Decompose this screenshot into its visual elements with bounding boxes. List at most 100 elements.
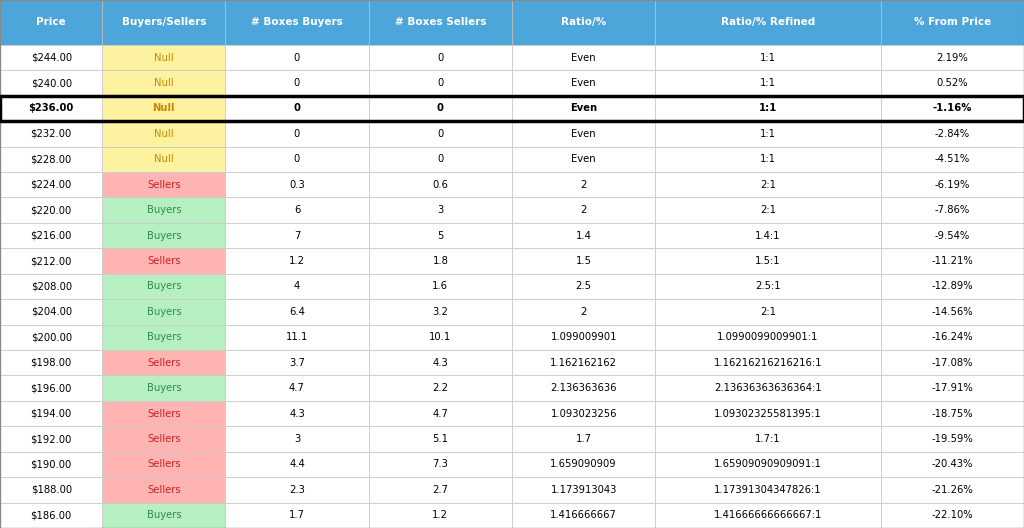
FancyBboxPatch shape (102, 350, 225, 375)
Text: Buyers: Buyers (146, 205, 181, 215)
Text: $228.00: $228.00 (31, 154, 72, 164)
Text: 2: 2 (581, 307, 587, 317)
FancyBboxPatch shape (655, 299, 881, 325)
FancyBboxPatch shape (881, 121, 1024, 147)
FancyBboxPatch shape (655, 248, 881, 274)
Text: $204.00: $204.00 (31, 307, 72, 317)
FancyBboxPatch shape (102, 96, 225, 121)
Text: 1:1: 1:1 (760, 53, 776, 63)
Text: Sellers: Sellers (147, 434, 180, 444)
Text: Buyers: Buyers (146, 510, 181, 520)
Text: Null: Null (154, 78, 174, 88)
FancyBboxPatch shape (225, 477, 369, 503)
Text: 0: 0 (437, 103, 443, 114)
FancyBboxPatch shape (512, 197, 655, 223)
FancyBboxPatch shape (655, 350, 881, 375)
Text: -20.43%: -20.43% (932, 459, 973, 469)
Text: 4.4: 4.4 (289, 459, 305, 469)
FancyBboxPatch shape (512, 299, 655, 325)
Text: Null: Null (154, 129, 174, 139)
FancyBboxPatch shape (102, 0, 225, 45)
FancyBboxPatch shape (102, 477, 225, 503)
FancyBboxPatch shape (881, 223, 1024, 248)
Text: 1.7:1: 1.7:1 (755, 434, 781, 444)
FancyBboxPatch shape (102, 45, 225, 70)
FancyBboxPatch shape (512, 172, 655, 197)
FancyBboxPatch shape (655, 503, 881, 528)
Text: 3.2: 3.2 (432, 307, 449, 317)
Text: 3: 3 (294, 434, 300, 444)
FancyBboxPatch shape (655, 96, 881, 121)
FancyBboxPatch shape (0, 121, 102, 147)
FancyBboxPatch shape (512, 401, 655, 426)
Text: -14.56%: -14.56% (932, 307, 973, 317)
FancyBboxPatch shape (0, 45, 102, 70)
FancyBboxPatch shape (225, 223, 369, 248)
Text: 2.3: 2.3 (289, 485, 305, 495)
FancyBboxPatch shape (881, 401, 1024, 426)
Text: -22.10%: -22.10% (932, 510, 973, 520)
Text: Null: Null (153, 103, 175, 114)
FancyBboxPatch shape (369, 197, 512, 223)
Text: 2.7: 2.7 (432, 485, 449, 495)
FancyBboxPatch shape (102, 299, 225, 325)
FancyBboxPatch shape (102, 70, 225, 96)
FancyBboxPatch shape (369, 0, 512, 45)
Text: -1.16%: -1.16% (933, 103, 972, 114)
FancyBboxPatch shape (655, 45, 881, 70)
Text: 2.136363636: 2.136363636 (551, 383, 616, 393)
Text: 10.1: 10.1 (429, 332, 452, 342)
Text: 1.16216216216216:1: 1.16216216216216:1 (714, 358, 822, 367)
Text: 1.5: 1.5 (575, 256, 592, 266)
FancyBboxPatch shape (225, 503, 369, 528)
Text: 1:1: 1:1 (760, 78, 776, 88)
FancyBboxPatch shape (655, 147, 881, 172)
FancyBboxPatch shape (369, 426, 512, 452)
FancyBboxPatch shape (102, 147, 225, 172)
Text: Ratio/%: Ratio/% (561, 17, 606, 27)
Text: $220.00: $220.00 (31, 205, 72, 215)
Text: -6.19%: -6.19% (935, 180, 970, 190)
FancyBboxPatch shape (369, 299, 512, 325)
Text: 2:1: 2:1 (760, 205, 776, 215)
FancyBboxPatch shape (369, 503, 512, 528)
FancyBboxPatch shape (369, 248, 512, 274)
FancyBboxPatch shape (881, 350, 1024, 375)
FancyBboxPatch shape (655, 223, 881, 248)
Text: 2:1: 2:1 (760, 180, 776, 190)
Text: $240.00: $240.00 (31, 78, 72, 88)
Text: 4: 4 (294, 281, 300, 291)
Text: 7.3: 7.3 (432, 459, 449, 469)
Text: 6.4: 6.4 (289, 307, 305, 317)
Text: Even: Even (571, 53, 596, 63)
Text: -12.89%: -12.89% (932, 281, 973, 291)
FancyBboxPatch shape (512, 96, 655, 121)
Text: 4.3: 4.3 (432, 358, 449, 367)
FancyBboxPatch shape (655, 197, 881, 223)
Text: Sellers: Sellers (147, 409, 180, 419)
FancyBboxPatch shape (881, 503, 1024, 528)
Text: 2.5:1: 2.5:1 (755, 281, 781, 291)
FancyBboxPatch shape (0, 248, 102, 274)
Text: 2.19%: 2.19% (936, 53, 969, 63)
Text: Buyers: Buyers (146, 281, 181, 291)
FancyBboxPatch shape (881, 426, 1024, 452)
FancyBboxPatch shape (225, 452, 369, 477)
Text: $216.00: $216.00 (31, 231, 72, 241)
Text: 1.6: 1.6 (432, 281, 449, 291)
Text: 2.2: 2.2 (432, 383, 449, 393)
Text: 5.1: 5.1 (432, 434, 449, 444)
FancyBboxPatch shape (0, 401, 102, 426)
FancyBboxPatch shape (655, 0, 881, 45)
FancyBboxPatch shape (512, 503, 655, 528)
FancyBboxPatch shape (369, 401, 512, 426)
Text: 0: 0 (437, 154, 443, 164)
FancyBboxPatch shape (102, 426, 225, 452)
Text: Price: Price (36, 17, 67, 27)
FancyBboxPatch shape (655, 426, 881, 452)
FancyBboxPatch shape (102, 325, 225, 350)
FancyBboxPatch shape (102, 375, 225, 401)
FancyBboxPatch shape (0, 172, 102, 197)
Text: 2: 2 (581, 180, 587, 190)
FancyBboxPatch shape (881, 248, 1024, 274)
